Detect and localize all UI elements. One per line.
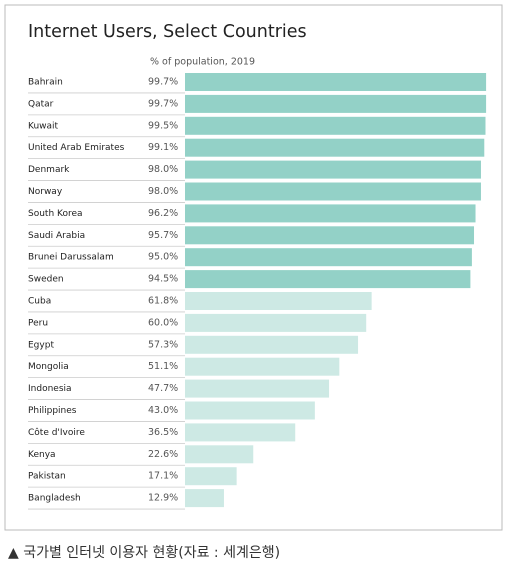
category-label: Bangladesh xyxy=(28,494,81,504)
value-label: 95.0% xyxy=(148,252,178,263)
chart-subtitle: % of population, 2019 xyxy=(150,57,255,68)
category-label: Brunei Darussalam xyxy=(28,253,114,263)
category-label: Norway xyxy=(28,187,63,197)
category-label: Denmark xyxy=(28,165,70,175)
bar xyxy=(185,94,487,113)
category-label: Cuba xyxy=(28,297,51,307)
value-label: 60.0% xyxy=(148,317,178,328)
bar xyxy=(185,116,486,135)
bar xyxy=(185,204,476,223)
value-label: 43.0% xyxy=(148,405,178,416)
bar xyxy=(185,379,330,398)
chart-frame xyxy=(4,4,503,531)
category-label: United Arab Emirates xyxy=(28,143,125,153)
value-label: 98.0% xyxy=(148,186,178,197)
bar xyxy=(185,270,471,289)
value-label: 99.7% xyxy=(148,77,178,88)
category-label: Kenya xyxy=(28,450,56,460)
value-label: 51.1% xyxy=(148,361,178,372)
bar xyxy=(185,335,359,354)
bar xyxy=(185,226,475,245)
value-label: 99.1% xyxy=(148,142,178,153)
category-label: Indonesia xyxy=(28,384,72,394)
caption: ▲ 국가별 인터넷 이용자 현황(자료 : 세계은행) xyxy=(8,545,280,561)
bar xyxy=(185,292,372,310)
category-label: Bahrain xyxy=(28,78,63,88)
category-label: Côte d'Ivoire xyxy=(28,427,85,438)
bar xyxy=(185,313,367,332)
category-label: Kuwait xyxy=(28,121,59,131)
bar xyxy=(185,248,472,267)
bar xyxy=(185,357,340,376)
category-label: Qatar xyxy=(28,99,54,109)
category-label: Mongolia xyxy=(28,362,69,372)
category-label: Philippines xyxy=(28,406,77,416)
category-label: Peru xyxy=(28,318,48,328)
category-label: Pakistan xyxy=(28,472,66,482)
value-label: 36.5% xyxy=(148,427,178,438)
category-label: Saudi Arabia xyxy=(28,231,85,241)
category-label: South Korea xyxy=(28,209,83,219)
value-label: 99.7% xyxy=(148,98,178,109)
value-label: 99.5% xyxy=(148,120,178,131)
bar xyxy=(185,138,485,157)
value-label: 98.0% xyxy=(148,164,178,175)
value-label: 17.1% xyxy=(148,471,178,482)
value-label: 47.7% xyxy=(148,383,178,394)
bar xyxy=(185,182,481,201)
bar xyxy=(185,423,296,442)
bar xyxy=(185,489,224,508)
chart-title: Internet Users, Select Countries xyxy=(28,22,307,42)
value-label: 57.3% xyxy=(148,339,178,350)
bar xyxy=(185,160,481,179)
category-label: Sweden xyxy=(28,275,64,285)
category-label: Egypt xyxy=(28,340,54,350)
bar xyxy=(185,467,237,486)
bar xyxy=(185,445,254,464)
value-label: 95.7% xyxy=(148,230,178,241)
value-label: 12.9% xyxy=(148,493,178,504)
value-label: 61.8% xyxy=(148,296,178,307)
value-label: 96.2% xyxy=(148,208,178,219)
value-label: 94.5% xyxy=(148,274,178,285)
bar xyxy=(185,73,487,91)
bar xyxy=(185,401,315,420)
value-label: 22.6% xyxy=(148,449,178,460)
